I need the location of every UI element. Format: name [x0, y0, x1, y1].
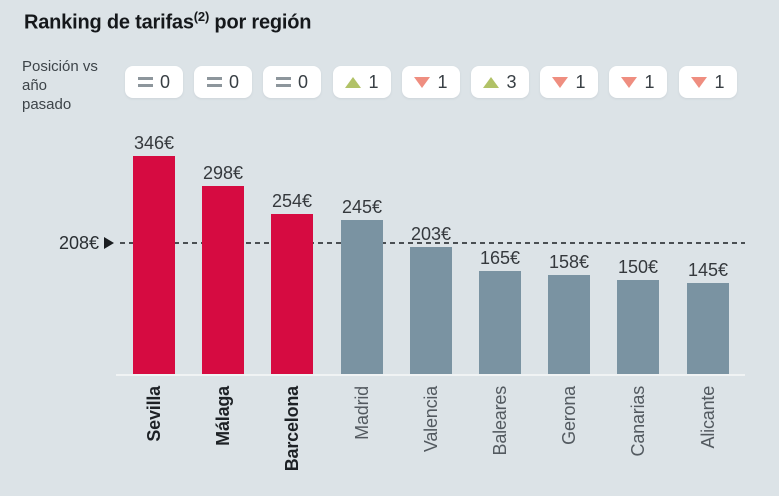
title-text: Ranking de tarifas	[24, 11, 194, 34]
up-triangle-icon	[483, 76, 500, 88]
bar-sevilla	[133, 156, 175, 375]
value-label: 346€	[133, 133, 175, 153]
down-triangle-icon	[414, 76, 431, 88]
position-change-badge: 0	[194, 66, 252, 98]
position-change-badge: 1	[679, 66, 737, 98]
position-change-value: 0	[297, 71, 308, 92]
category-label: Barcelona	[282, 386, 302, 472]
position-label-line1: Posición vs	[22, 58, 98, 75]
value-label: 298€	[202, 163, 244, 183]
bar-canarias	[617, 280, 659, 375]
position-label-line3: pasado	[22, 96, 72, 113]
position-change-badge: 3	[471, 66, 529, 98]
x-axis-baseline	[116, 374, 745, 376]
value-label: 165€	[479, 248, 521, 268]
category-label: Canarias	[628, 386, 648, 457]
position-label-line2: año	[22, 77, 48, 94]
category-label: Málaga	[213, 386, 233, 446]
position-change-value: 3	[506, 71, 517, 92]
up-triangle-icon	[345, 76, 362, 88]
down-triangle-icon	[621, 76, 638, 88]
position-change-value: 1	[644, 71, 655, 92]
position-change-value: 1	[714, 71, 725, 92]
category-label: Alicante	[698, 386, 718, 449]
equals-icon	[206, 77, 222, 87]
reference-dashed-line	[120, 242, 745, 244]
position-change-value: 1	[368, 71, 379, 92]
value-label: 158€	[548, 252, 590, 272]
title-superscript: (2)	[193, 9, 210, 24]
value-label: 245€	[341, 197, 383, 217]
bar-baleares	[479, 271, 521, 375]
category-label: Gerona	[559, 386, 579, 445]
down-triangle-icon	[552, 76, 569, 88]
position-change-badge: 1	[609, 66, 667, 98]
down-triangle-icon	[691, 76, 708, 88]
value-label: 203€	[410, 224, 452, 244]
category-label: Valencia	[421, 386, 441, 453]
position-change-badge: 0	[125, 66, 183, 98]
bar-alicante	[687, 283, 729, 375]
category-label: Baleares	[490, 386, 510, 456]
equals-icon	[275, 77, 291, 87]
page-title: Ranking de tarifas(2) por región	[24, 9, 312, 35]
position-change-badge: 1	[402, 66, 460, 98]
position-change-badge: 1	[540, 66, 598, 98]
reference-value-label: 208€	[34, 232, 114, 254]
position-change-value: 1	[437, 71, 448, 92]
category-label: Madrid	[352, 386, 372, 440]
position-change-badge: 1	[333, 66, 391, 98]
position-change-value: 0	[159, 71, 170, 92]
right-pointer-icon	[104, 237, 114, 249]
value-label: 145€	[687, 260, 729, 280]
bar-madrid	[341, 220, 383, 375]
position-vs-last-year-label: Posición vs año pasado	[22, 57, 98, 114]
bar-gerona	[548, 275, 590, 375]
equals-icon	[137, 77, 153, 87]
bar-valencia	[410, 247, 452, 375]
title-suffix: por región	[209, 11, 312, 34]
bar-barcelona	[271, 214, 313, 375]
position-change-value: 1	[575, 71, 586, 92]
category-label: Sevilla	[144, 386, 164, 442]
reference-value-text: 208€	[58, 232, 99, 253]
value-label: 150€	[617, 257, 659, 277]
bar-malaga	[202, 186, 244, 375]
position-change-badge: 0	[263, 66, 321, 98]
value-label: 254€	[271, 191, 313, 211]
position-change-value: 0	[228, 71, 239, 92]
